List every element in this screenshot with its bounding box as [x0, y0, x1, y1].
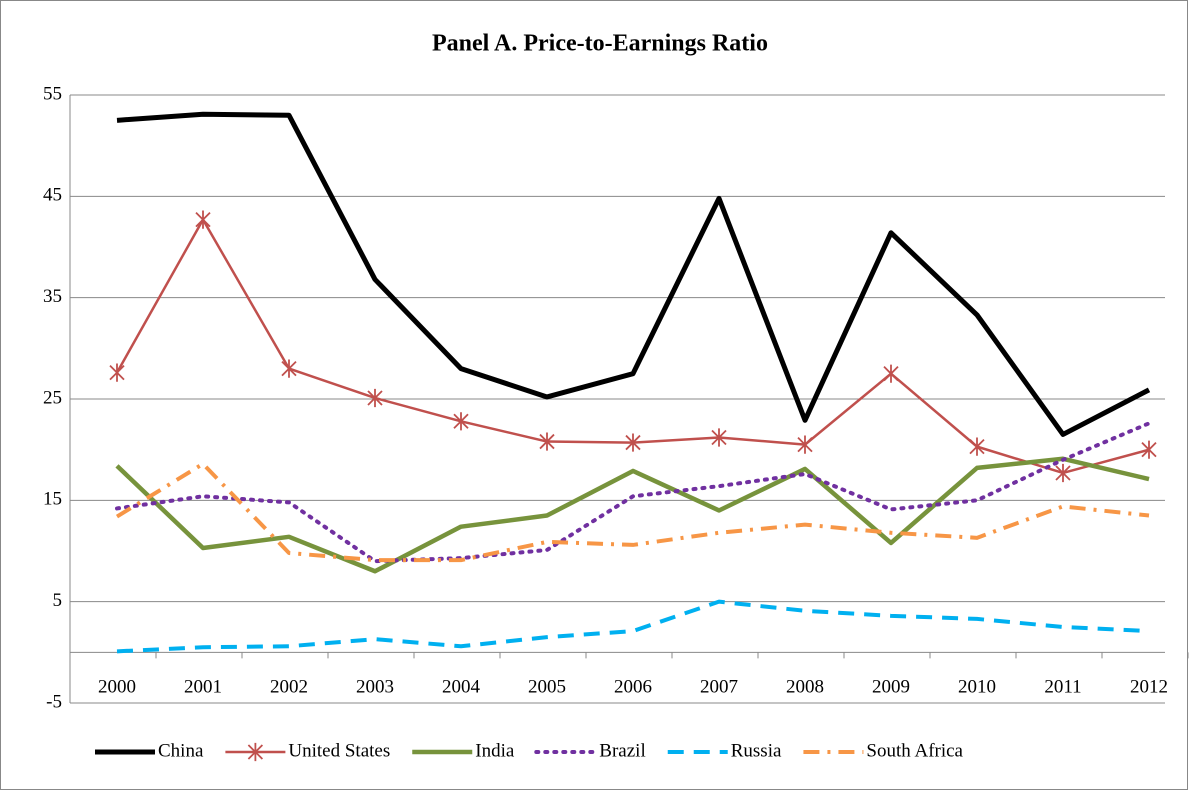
- y-tick-label: 35: [43, 286, 62, 307]
- x-tick-label: 2002: [270, 677, 308, 698]
- x-tick-label: 2008: [786, 677, 824, 698]
- x-tick-label: 2003: [356, 677, 394, 698]
- point-marker: [195, 210, 211, 229]
- legend-label: China: [158, 740, 204, 761]
- point-marker: [109, 363, 125, 382]
- point-marker: [539, 432, 555, 451]
- point-marker: [1141, 440, 1157, 459]
- series-line: [115, 456, 1150, 574]
- x-tick-label: 2004: [442, 677, 481, 698]
- x-tick-label: 2001: [184, 677, 222, 698]
- legend-label: India: [475, 740, 515, 761]
- legend-label: United States: [288, 740, 390, 761]
- legend-label: South Africa: [866, 740, 963, 761]
- point-marker: [281, 359, 297, 378]
- y-tick-label: 25: [43, 387, 62, 408]
- x-tick-label: 2007: [700, 677, 738, 698]
- point-marker: [969, 437, 985, 456]
- x-tick-label: 2000: [98, 677, 136, 698]
- legend-label: Russia: [731, 740, 782, 761]
- legend-marker: [247, 742, 264, 762]
- y-tick-label: 55: [43, 83, 62, 104]
- x-tick-label: 2012: [1130, 677, 1168, 698]
- point-marker: [453, 412, 469, 431]
- x-tick-label: 2005: [528, 677, 566, 698]
- y-tick-label: -5: [46, 691, 62, 712]
- series-line: [116, 599, 1150, 654]
- y-tick-label: 5: [53, 590, 63, 611]
- y-tick-label: 45: [43, 185, 62, 206]
- series-line: [116, 111, 1151, 437]
- point-marker: [367, 388, 383, 408]
- legend-label: Brazil: [599, 740, 645, 761]
- point-marker: [883, 364, 899, 383]
- chart-title: Panel A. Price-to-Earnings Ratio: [432, 31, 768, 57]
- x-tick-label: 2010: [958, 677, 996, 698]
- series-line: [115, 421, 1151, 564]
- point-marker: [711, 428, 727, 447]
- x-tick-label: 2009: [872, 677, 910, 698]
- series-line: [115, 461, 1150, 563]
- point-marker: [797, 435, 813, 454]
- point-marker: [1055, 463, 1071, 483]
- y-tick-label: 15: [43, 489, 62, 510]
- x-tick-label: 2006: [614, 677, 652, 698]
- point-marker: [625, 433, 641, 452]
- x-tick-label: 2011: [1044, 677, 1081, 698]
